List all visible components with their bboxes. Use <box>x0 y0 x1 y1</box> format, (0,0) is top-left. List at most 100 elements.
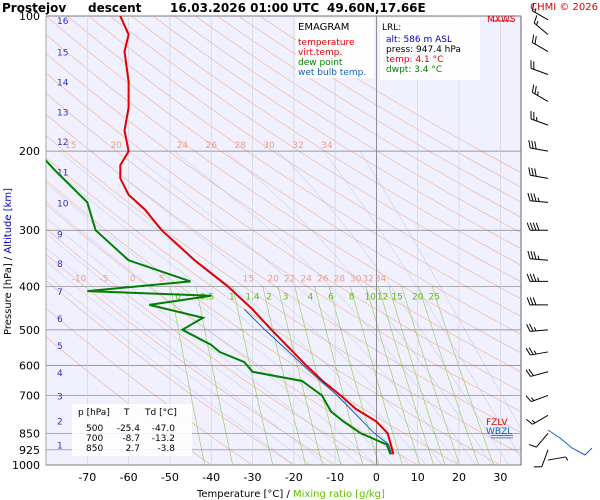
table-cell: -3.8 <box>157 444 175 454</box>
adiabat-label: -10 <box>72 274 87 284</box>
wind-barb <box>526 297 548 306</box>
wind-barb-flag <box>528 140 531 149</box>
wind-barb <box>525 347 549 356</box>
wind-barb <box>526 323 549 332</box>
coords-label: 49.60N,17.66E <box>327 1 426 15</box>
wind-barb-flag <box>535 222 540 231</box>
dry-adiabat <box>46 113 521 433</box>
table-header-t: T <box>123 408 130 418</box>
pressure-tick-label: 850 <box>19 427 40 440</box>
wind-barbs <box>525 2 593 468</box>
mode-label: descent <box>88 1 142 15</box>
series-dew-point <box>46 158 392 455</box>
adiabat-label: 15 <box>65 141 76 151</box>
dry-adiabat <box>109 16 521 283</box>
wind-barb-flag <box>534 168 537 177</box>
adiabat-label: 34 <box>321 141 333 151</box>
plot-area <box>45 15 522 466</box>
adiabat-label: 24 <box>300 274 312 284</box>
adiabat-label: 28 <box>234 141 246 151</box>
legend-wet-bulb: wet bulb temp. <box>298 68 366 78</box>
mixing-ratio-label: 0 <box>175 292 181 302</box>
temperature-tick-label: 0 <box>373 471 380 484</box>
temperature-tick-label: -20 <box>285 471 303 484</box>
table-cell: -8.7 <box>122 434 140 444</box>
wind-barb-half <box>537 277 540 282</box>
altitude-tick-label: 9 <box>57 230 63 240</box>
wind-barb-flag <box>526 273 531 282</box>
table-cell: 500 <box>86 424 103 434</box>
altitude-tick-label: 2 <box>57 417 63 427</box>
adiabat-label: 30 <box>350 274 362 284</box>
wind-barb-flag <box>532 222 537 231</box>
wind-barb-half <box>531 419 536 424</box>
wind-barb-flag <box>531 167 534 176</box>
wind-barb-flag <box>531 2 535 11</box>
wind-barb-flag <box>533 193 537 202</box>
adiabat-label: 22 <box>284 274 295 284</box>
table-cell: 850 <box>86 444 103 454</box>
legend-virt-temp: virt.temp. <box>298 48 342 58</box>
legend-temperature: temperature <box>298 38 355 48</box>
hodograph-line <box>547 429 593 456</box>
temperature-tick-label: -10 <box>326 471 344 484</box>
altitude-tick-label: 16 <box>57 17 69 27</box>
table-cell: 2.7 <box>126 444 140 454</box>
mixing-ratio-label: 3 <box>283 292 289 302</box>
temperature-tick-label: -70 <box>78 471 96 484</box>
altitude-tick-label: 7 <box>57 288 63 298</box>
altitude-tick-label: 5 <box>57 342 63 352</box>
adiabat-label: 15 <box>243 274 254 284</box>
profile-series <box>46 16 513 455</box>
adiabat-label: 32 <box>292 141 303 151</box>
wind-barb-flag <box>532 273 537 282</box>
wind-barb-flag <box>527 250 531 259</box>
wind-barb <box>531 34 549 52</box>
altitude-tick-label: 11 <box>57 169 68 179</box>
lrl-title: LRL: <box>382 23 401 33</box>
wind-barb-flag <box>525 369 532 377</box>
altitude-tick-label: 12 <box>57 138 68 148</box>
station-name: Prostejov <box>2 1 66 15</box>
temperature-tick-label: -50 <box>161 471 179 484</box>
series-temperature <box>119 16 395 455</box>
dry-adiabat <box>131 16 521 266</box>
altitude-tick-label: 10 <box>57 199 69 209</box>
pressure-tick-label: 700 <box>19 389 40 402</box>
lrl-alt: alt: 586 m ASL <box>386 35 452 45</box>
wind-barb <box>528 432 549 448</box>
wind-barb-flag <box>526 297 531 306</box>
wind-barb <box>525 394 549 403</box>
table-cell: -25.4 <box>117 424 141 434</box>
adiabat-label: 28 <box>334 274 346 284</box>
wind-barb <box>531 84 549 102</box>
wind-barb-flag <box>530 251 534 260</box>
adiabat-label: -5 <box>99 274 108 284</box>
adiabat-label: 20 <box>267 274 279 284</box>
wind-barb-flag <box>529 297 534 306</box>
table-header-p: p [hPa] <box>78 408 110 418</box>
table-header-td: Td [°C] <box>144 408 177 418</box>
adiabat-label: 5 <box>159 274 165 284</box>
lrl-press: press: 947.4 hPa <box>386 45 461 55</box>
pressure-tick-label: 925 <box>19 444 40 457</box>
wind-barb <box>527 192 549 203</box>
wind-barb <box>533 449 549 468</box>
temperature-tick-label: 10 <box>411 471 425 484</box>
adiabat-label: 20 <box>110 141 122 151</box>
adiabat-label: 34 <box>375 274 387 284</box>
temperature-tick-label: -60 <box>120 471 138 484</box>
wind-barb <box>530 60 549 75</box>
dry-adiabat <box>216 16 521 203</box>
pressure-tick-label: 1000 <box>12 459 40 472</box>
mixing-ratio-label: 6 <box>328 292 334 302</box>
altitude-tick-label: 1 <box>57 441 63 451</box>
wind-barb <box>547 456 569 461</box>
wind-barb-flag <box>531 34 535 43</box>
datetime-label: 16.03.2026 01:00 UTC <box>170 1 319 15</box>
wind-barb-flag <box>529 273 534 282</box>
wind-barb <box>526 222 548 231</box>
fzlv-label: FZLV <box>486 418 508 428</box>
wind-barb-flag <box>528 347 534 355</box>
altitude-tick-label: 3 <box>57 392 63 402</box>
